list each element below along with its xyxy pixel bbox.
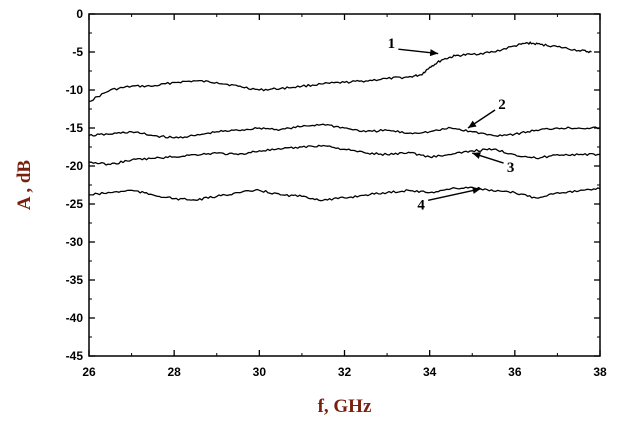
series-layer — [88, 41, 601, 202]
y-tick-label: 0 — [76, 7, 83, 21]
annotation-arrow-head — [467, 120, 477, 128]
tick-layer: 26 28 30 32 34 36 380-5-10-15-20-25-30-35-40-4… — [66, 7, 607, 379]
y-tick-label: -10 — [66, 83, 84, 97]
annotation-arrow-head — [472, 152, 481, 159]
series-label-4: 4 — [417, 197, 425, 213]
series-line-2 — [88, 123, 601, 139]
x-tick-label: 28 — [167, 365, 181, 379]
annotation-layer: 1 2 3 4 — [388, 36, 515, 213]
y-tick-label: -30 — [66, 235, 84, 249]
x-axis-title: f, GHz — [318, 396, 372, 417]
series-label-3: 3 — [507, 160, 515, 176]
x-tick-label: 30 — [253, 365, 267, 379]
y-tick-label: -20 — [66, 159, 84, 173]
plot-frame — [88, 13, 601, 357]
y-tick-label: -40 — [66, 311, 84, 325]
annotation-arrow-head — [429, 49, 439, 57]
x-tick-label: 32 — [338, 365, 352, 379]
x-tick-label: 34 — [423, 365, 437, 379]
y-tick-label: -15 — [66, 121, 84, 135]
x-tick-label: 38 — [593, 365, 607, 379]
y-tick-label: -5 — [72, 45, 83, 59]
y-tick-label: -35 — [66, 273, 84, 287]
x-tick-label: 36 — [508, 365, 522, 379]
annotation-arrow-line — [428, 188, 481, 202]
series-label-1: 1 — [388, 36, 396, 52]
series-line-3 — [88, 144, 601, 166]
x-tick-label: 26 — [82, 365, 96, 379]
series-line-1 — [88, 41, 592, 103]
annotation-arrow-head — [472, 187, 481, 194]
series-line-4 — [89, 186, 601, 202]
y-tick-label: -45 — [66, 349, 84, 363]
series-label-2: 2 — [498, 97, 506, 113]
y-tick-label: -25 — [66, 197, 84, 211]
y-axis-title: A , dB — [14, 160, 35, 210]
